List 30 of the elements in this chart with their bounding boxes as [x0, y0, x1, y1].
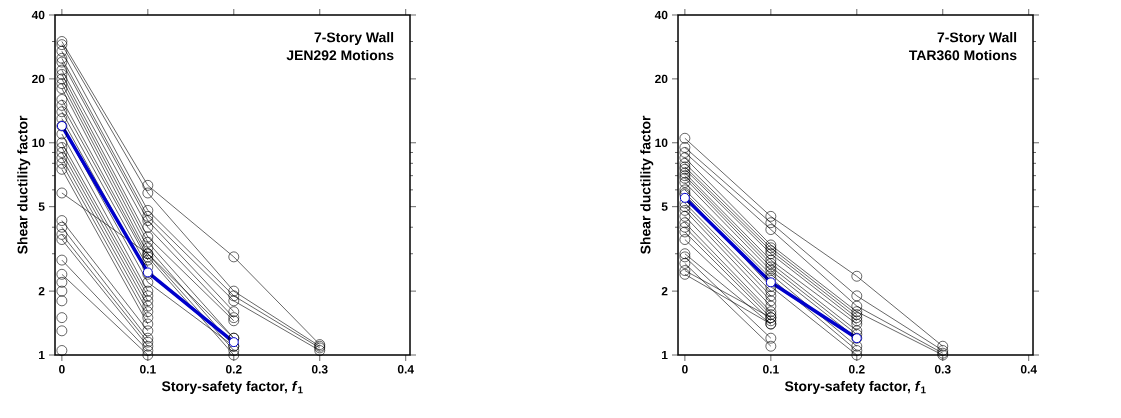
- y-tick-label: 1: [662, 350, 668, 360]
- y-tick-label: 20: [32, 74, 45, 84]
- y-axis-title: Shear ductility factor: [640, 115, 654, 254]
- y-tick-label: 2: [661, 286, 668, 296]
- x-axis-title: Story-safety factor, f$_{1}$: [784, 380, 926, 394]
- x-tick-label: 0.2: [848, 365, 865, 374]
- annotation: 7-Story Wall: [937, 32, 1017, 46]
- x-tick-label: 0.1: [140, 365, 156, 374]
- x-tick-label: 0.3: [934, 365, 951, 374]
- annotation: JEN292 Motions: [286, 49, 394, 61]
- y-tick-label: 10: [655, 138, 668, 147]
- x-tick-label: 0.4: [397, 365, 414, 374]
- y-tick-label: 1: [39, 350, 45, 360]
- x-axis-title: Story-safety factor, f$_{1}$: [161, 380, 303, 394]
- annotation: 7-Story Wall: [314, 32, 394, 46]
- y-axis-title: Shear ductility factor: [17, 115, 31, 254]
- x-tick-label: 0.1: [763, 365, 779, 374]
- x-tick-label: 0.2: [225, 365, 242, 374]
- y-tick-label: 5: [38, 202, 45, 211]
- y-tick-label: 40: [654, 10, 668, 20]
- y-tick-label: 2: [38, 286, 45, 296]
- y-tick-label: 40: [31, 10, 45, 20]
- annotation: TAR360 Motions: [908, 49, 1017, 61]
- x-tick-label: 0: [59, 365, 65, 374]
- x-tick-label: 0.3: [311, 365, 328, 374]
- x-tick-label: 0: [682, 365, 688, 374]
- y-tick-label: 10: [32, 138, 45, 147]
- x-tick-label: 0.4: [1020, 365, 1037, 374]
- y-tick-label: 5: [661, 202, 668, 211]
- y-tick-label: 20: [655, 74, 668, 84]
